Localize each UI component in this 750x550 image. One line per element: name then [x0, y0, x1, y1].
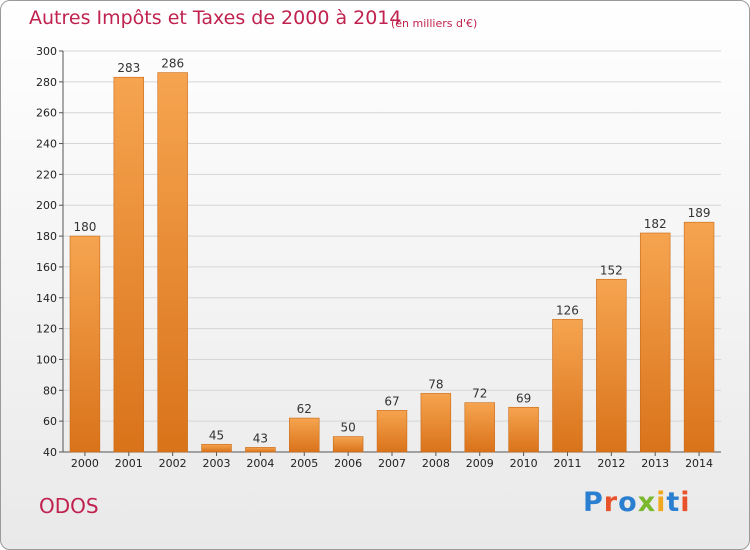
y-tick-label: 120 [36, 323, 57, 336]
y-tick-label: 40 [43, 446, 57, 459]
value-label-2007: 67 [384, 394, 399, 408]
bar-2005 [289, 417, 320, 453]
y-tick-label: 180 [36, 230, 57, 243]
tick-labels: 40 60 80 100 120 140 160 180 200 220 240 260 280 300 2… [36, 45, 713, 470]
y-tick-label: 260 [36, 107, 57, 120]
logo-letter: i [656, 487, 667, 518]
x-tick-label: 2000 [71, 457, 99, 470]
bar-2000 [69, 235, 101, 453]
y-tick-label: 300 [36, 45, 57, 58]
logo-letter: P [583, 487, 604, 518]
bar-2010 [508, 406, 539, 453]
x-tick-label: 2009 [466, 457, 494, 470]
value-label-2010: 69 [516, 391, 531, 405]
bars [69, 72, 715, 453]
bar-2013 [639, 232, 671, 453]
bar-2001 [113, 76, 145, 453]
value-label-2014: 189 [688, 206, 711, 220]
x-tick-label: 2006 [334, 457, 362, 470]
logo-letter: t [666, 487, 681, 518]
logo-letter: r [603, 487, 619, 518]
value-label-2000: 180 [73, 220, 96, 234]
value-label-2012: 152 [600, 263, 623, 277]
y-tick-label: 240 [36, 138, 57, 151]
value-label-2013: 182 [644, 217, 667, 231]
bar-2004 [245, 447, 276, 453]
x-tick-label: 2012 [597, 457, 625, 470]
bar-2007 [376, 410, 408, 453]
value-label-2006: 50 [340, 421, 355, 435]
commune-name: ODOS [39, 494, 99, 518]
logo-letter: o [618, 487, 638, 518]
y-tick-label: 60 [43, 415, 57, 428]
y-tick-label: 100 [36, 353, 57, 366]
value-label-2001: 283 [117, 61, 140, 75]
bar-2002 [157, 72, 188, 453]
x-tick-label: 2007 [378, 457, 406, 470]
x-tick-label: 2004 [246, 457, 274, 470]
bar-2008 [420, 393, 452, 453]
value-label-2008: 78 [428, 377, 443, 391]
y-tick-label: 220 [36, 168, 57, 181]
bar-2003 [201, 443, 232, 453]
bar-2009 [464, 402, 495, 453]
x-tick-label: 2013 [641, 457, 669, 470]
value-label-2003: 45 [209, 428, 224, 442]
x-tick-label: 2001 [115, 457, 143, 470]
y-tick-label: 160 [36, 261, 57, 274]
bar-2011 [552, 319, 583, 453]
x-tick-label: 2010 [510, 457, 538, 470]
x-tick-label: 2011 [553, 457, 581, 470]
value-label-2009: 72 [472, 387, 487, 401]
value-label-2004: 43 [253, 431, 268, 445]
y-tick-label: 200 [36, 199, 57, 212]
proxiti-logo[interactable]: Proxiti [583, 487, 691, 518]
x-tick-label: 2014 [685, 457, 713, 470]
x-tick-label: 2008 [422, 457, 450, 470]
logo-letter: i [680, 487, 691, 518]
value-labels: 180 283 286 45 43 62 50 67 78 72 69 126 152 182 189 [73, 57, 710, 446]
bar-2014 [683, 221, 715, 453]
value-label-2011: 126 [556, 303, 579, 317]
chart-subtitle: (en milliers d'€) [391, 17, 478, 30]
chart-title: Autres Impôts et Taxes de 2000 à 2014 [29, 7, 402, 29]
x-tick-label: 2002 [159, 457, 187, 470]
bar-2006 [332, 436, 364, 453]
y-tick-label: 140 [36, 292, 57, 305]
logo-letter: x [637, 487, 657, 518]
x-tick-label: 2005 [290, 457, 318, 470]
y-tick-label: 80 [43, 384, 57, 397]
bar-2012 [596, 278, 627, 453]
x-tick-label: 2003 [203, 457, 231, 470]
y-tick-label: 280 [36, 76, 57, 89]
value-label-2005: 62 [297, 402, 312, 416]
value-label-2002: 286 [161, 57, 184, 71]
